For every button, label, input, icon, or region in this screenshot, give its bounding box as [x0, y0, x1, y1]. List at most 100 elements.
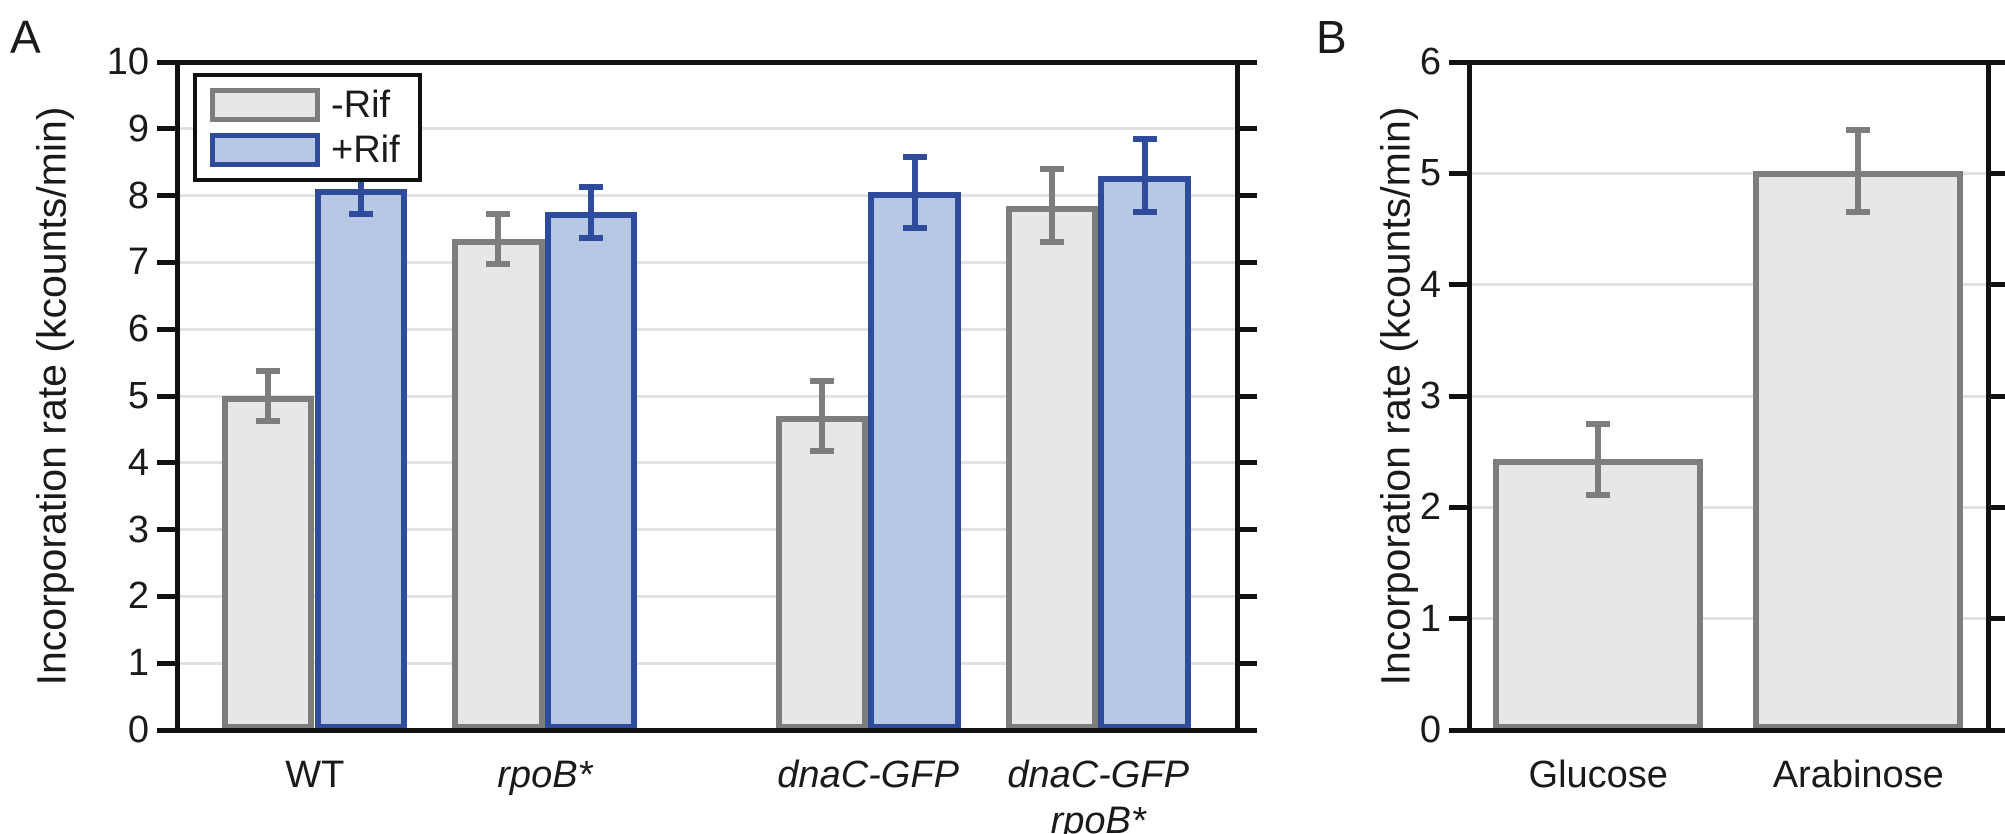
gridline [177, 461, 1237, 465]
legend-row: +Rif [210, 131, 400, 169]
bar-WT-+Rif [315, 188, 408, 730]
error-bar [358, 164, 365, 214]
y-tick-left [1449, 504, 1469, 510]
y-tick-label: 8 [127, 174, 149, 217]
panel-b-label: B [1316, 11, 1347, 63]
y-tick-label: 4 [127, 441, 149, 484]
gridline [1469, 617, 1988, 621]
error-bar-cap-top [809, 377, 834, 384]
y-tick-label: 0 [127, 709, 149, 751]
y-tick-right [1237, 259, 1257, 265]
y-tick-label: 3 [1419, 375, 1441, 417]
y-tick-left [157, 126, 177, 132]
error-bar [265, 371, 272, 421]
error-bar-cap-top [902, 153, 927, 160]
bar-dnaC-GFP--Rif [775, 416, 868, 730]
gridline [177, 394, 1237, 398]
y-tick-left [157, 259, 177, 265]
error-bar [588, 186, 595, 238]
error-bar [1595, 423, 1602, 496]
y-tick-right [1237, 660, 1257, 666]
axis-left [1466, 60, 1472, 732]
y-tick-left [157, 527, 177, 533]
y-tick-right [1988, 170, 2005, 176]
bar-dnaC-GFP_rpoB*--Rif [1005, 205, 1098, 730]
error-bar [495, 213, 502, 265]
error-bar [911, 156, 918, 228]
y-tick-right [1237, 126, 1257, 132]
y-tick-left [1449, 59, 1469, 65]
gridline [1469, 283, 1988, 287]
y-tick-left [157, 326, 177, 332]
error-bar [1141, 138, 1148, 213]
category-label: dnaC-GFP rpoB* [1007, 752, 1189, 834]
y-tick-label: 3 [127, 508, 149, 551]
legend-swatch-minus-rif [210, 88, 320, 122]
y-tick-label: 1 [127, 642, 149, 685]
y-tick-label: 0 [1419, 709, 1441, 751]
axis-right [1234, 60, 1240, 732]
y-tick-right [1988, 727, 2005, 733]
category-label-line: dnaC-GFP [1007, 754, 1189, 796]
y-tick-label: 4 [1419, 263, 1441, 306]
error-bar-cap-bottom [256, 417, 281, 424]
y-tick-label: 9 [127, 107, 149, 150]
gridline [177, 127, 1237, 131]
bar-dnaC-GFP-+Rif [868, 192, 961, 730]
legend-swatch-plus-rif [210, 133, 320, 167]
category-label-line: WT [285, 754, 345, 796]
axis-bottom [175, 727, 1239, 733]
legend-row: -Rif [210, 86, 400, 124]
legend-label: -Rif [331, 84, 391, 126]
category-label-line: rpoB* [1050, 800, 1146, 834]
y-tick-right [1237, 527, 1257, 533]
error-bar-cap-bottom [579, 234, 604, 241]
y-tick-right [1237, 59, 1257, 65]
y-tick-label: 10 [106, 41, 149, 83]
bar-dnaC-GFP_rpoB*-+Rif [1098, 175, 1191, 730]
category-label-line: dnaC-GFP [777, 754, 959, 796]
bar-rpoB*--Rif [452, 239, 545, 730]
y-tick-left [1449, 393, 1469, 399]
error-bar-cap-top [1586, 420, 1611, 427]
y-tick-left [1449, 727, 1469, 733]
axis-left [174, 60, 180, 732]
bar-rpoB*-+Rif [545, 212, 638, 730]
y-tick-left [157, 660, 177, 666]
category-label: Glucose [1529, 752, 1668, 798]
gridline [177, 528, 1237, 532]
gridline [1469, 171, 1988, 175]
legend: -Rif +Rif [193, 73, 422, 182]
bar-Glucose-value [1493, 459, 1704, 730]
y-tick-label: 2 [127, 575, 149, 618]
category-label: Arabinose [1773, 752, 1944, 798]
y-tick-right [1237, 593, 1257, 599]
error-bar-cap-bottom [1039, 239, 1064, 246]
y-tick-right [1988, 59, 2005, 65]
axis-top [175, 59, 1239, 65]
gridline [1469, 505, 1988, 509]
error-bar-cap-top [1846, 126, 1871, 133]
y-tick-label: 5 [1419, 152, 1441, 195]
gridline [177, 327, 1237, 331]
category-label: dnaC-GFP [777, 752, 959, 798]
axis-bottom [1467, 727, 1990, 733]
axis-right [1985, 60, 1991, 732]
y-tick-left [157, 593, 177, 599]
error-bar [1048, 168, 1055, 243]
error-bar-cap-bottom [809, 448, 834, 455]
y-tick-left [1449, 170, 1469, 176]
error-bar [818, 380, 825, 452]
y-tick-right [1237, 460, 1257, 466]
gridline [177, 260, 1237, 264]
gridline [177, 194, 1237, 198]
error-bar-cap-bottom [1586, 492, 1611, 499]
panel-a-label: A [10, 11, 41, 63]
error-bar-cap-top [486, 210, 511, 217]
y-tick-right [1237, 193, 1257, 199]
error-bar-cap-bottom [1132, 209, 1157, 216]
y-tick-label: 5 [127, 375, 149, 417]
y-tick-right [1988, 282, 2005, 288]
error-bar-cap-top [1132, 135, 1157, 142]
bar-Arabinose-value [1753, 171, 1964, 730]
